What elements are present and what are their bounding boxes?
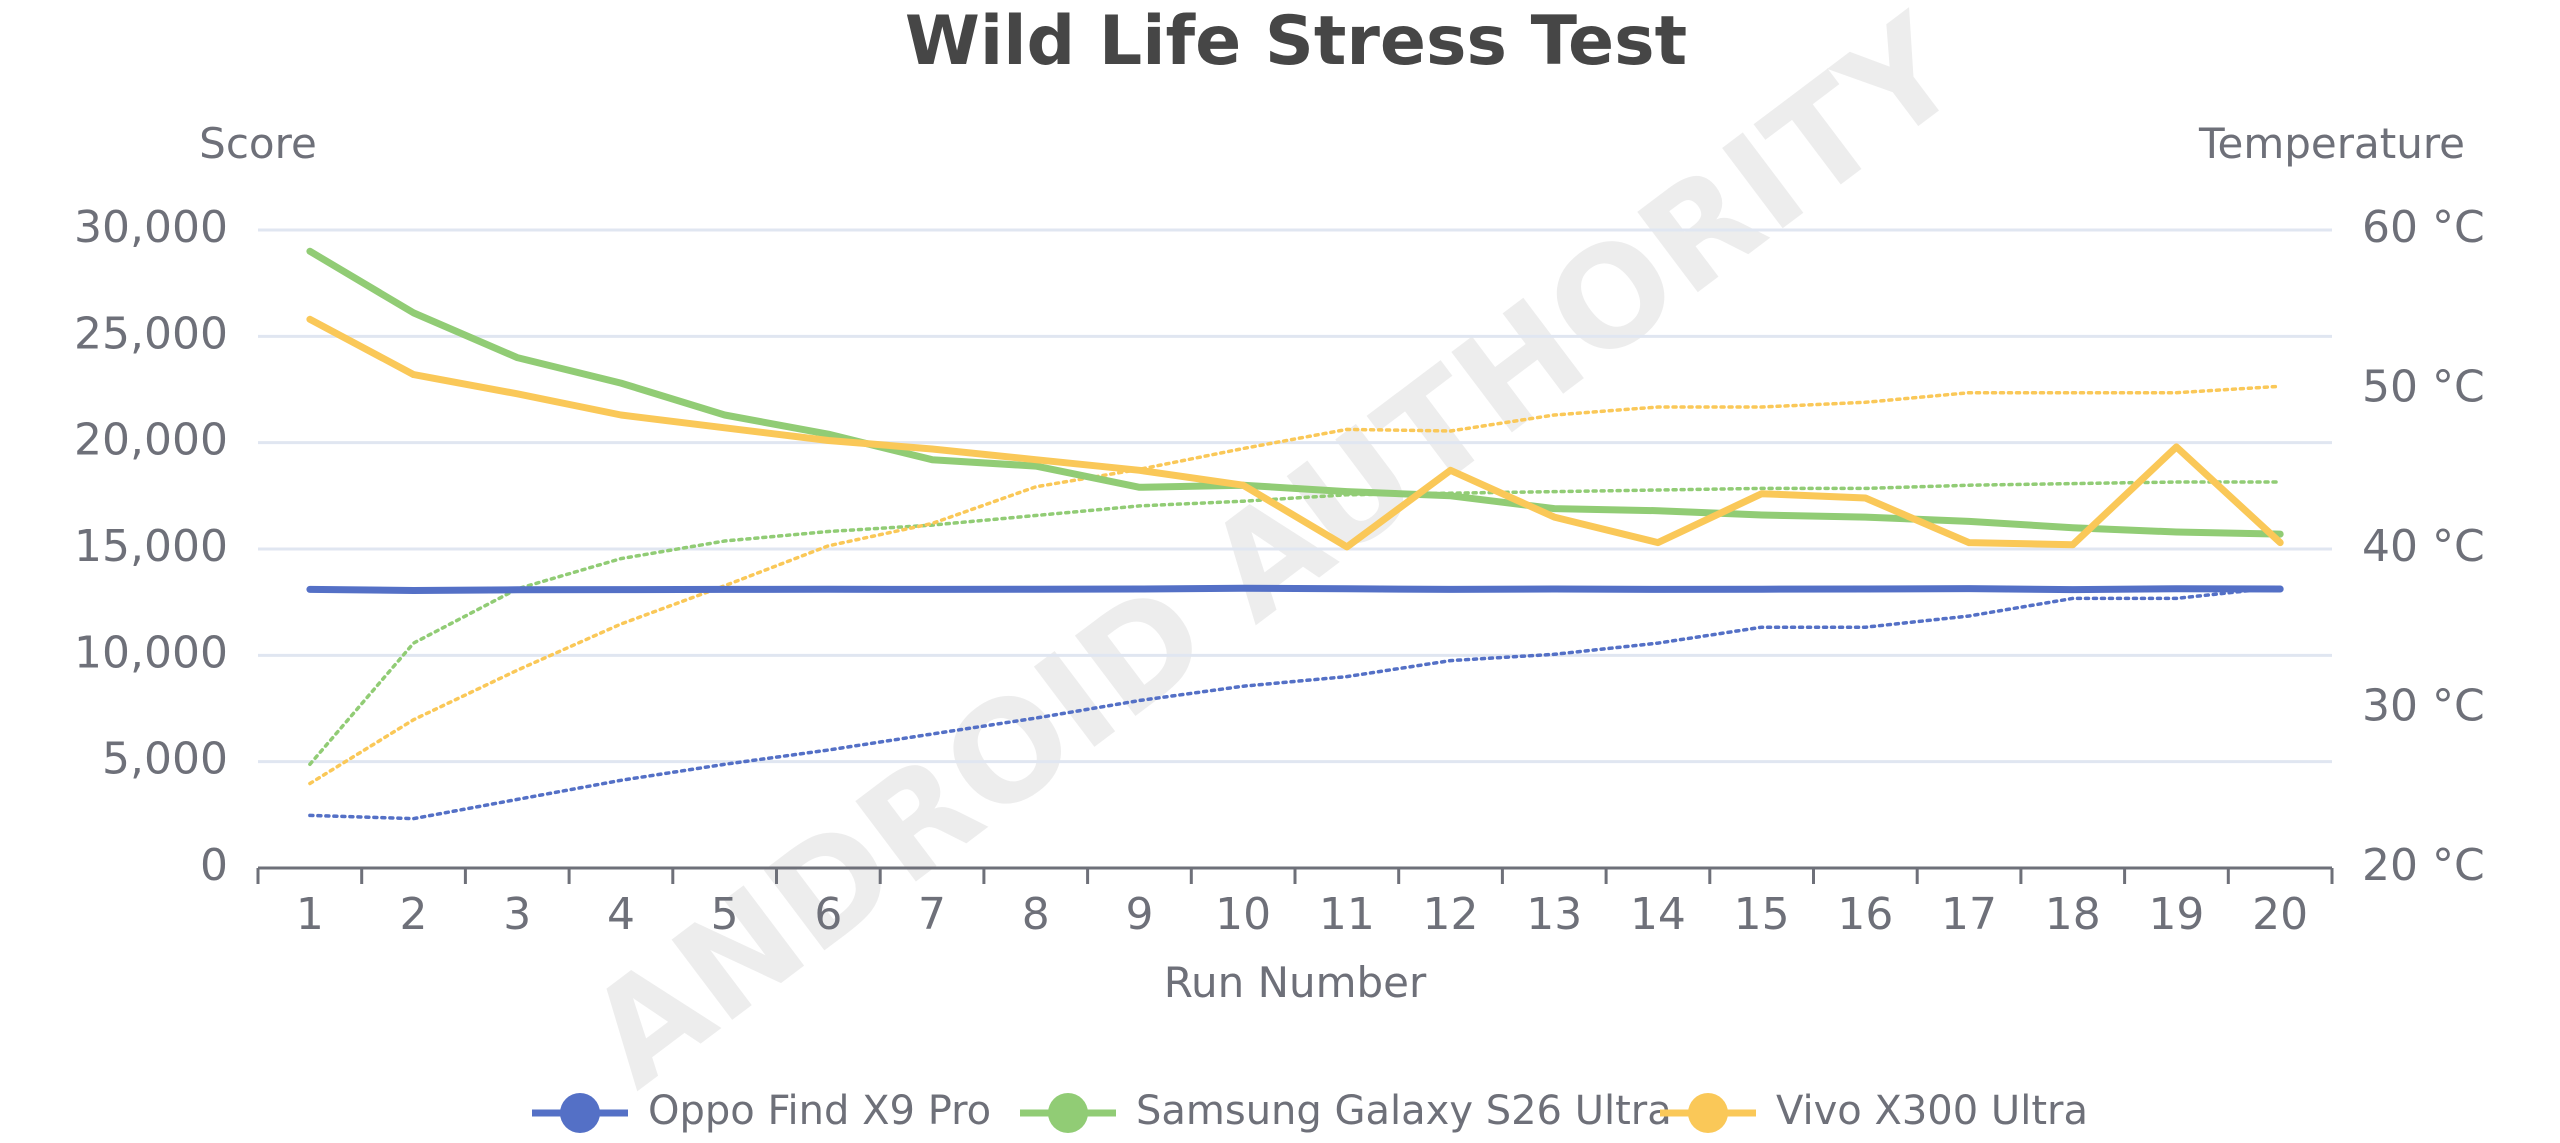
legend-label: Oppo Find X9 Pro — [648, 1088, 991, 1134]
x-tick-label: 3 — [503, 889, 531, 940]
x-tick-label: 1 — [296, 889, 324, 940]
legend-marker — [560, 1093, 600, 1133]
x-tick-label: 16 — [1837, 889, 1893, 940]
legend-item[interactable]: Vivo X300 Ultra — [1660, 1088, 2088, 1134]
y-tick-left-label: 15,000 — [74, 521, 228, 572]
x-tick-label: 9 — [1125, 889, 1153, 940]
watermark-text: ANDROID AUTHORITY — [560, 0, 1990, 1118]
series-temperature-line — [308, 480, 2282, 767]
y-axis-right-label: Temperature — [2198, 119, 2465, 168]
y-axis-left-label: Score — [199, 119, 317, 168]
x-tick-label: 6 — [814, 889, 842, 940]
x-tick-label: 14 — [1630, 889, 1686, 940]
chart-title: Wild Life Stress Test — [905, 2, 1687, 81]
x-tick-label: 17 — [1941, 889, 1997, 940]
series-temperature-line — [308, 585, 2282, 821]
legend-marker — [1688, 1093, 1728, 1133]
legend-label: Vivo X300 Ultra — [1776, 1088, 2088, 1134]
y-tick-right-label: 40 °C — [2362, 521, 2485, 572]
y-tick-left-label: 10,000 — [74, 627, 228, 678]
y-tick-right-label: 50 °C — [2362, 362, 2485, 413]
x-tick-label: 7 — [918, 889, 946, 940]
y-tick-right-label: 60 °C — [2362, 202, 2485, 253]
x-tick-label: 10 — [1215, 889, 1271, 940]
y-tick-right-label: 30 °C — [2362, 681, 2485, 732]
series-score-line — [306, 584, 2284, 594]
y-tick-left-label: 5,000 — [102, 734, 228, 785]
legend-item[interactable]: Oppo Find X9 Pro — [532, 1088, 991, 1134]
y-tick-right-label: 20 °C — [2362, 840, 2485, 891]
series-temperature-line — [308, 384, 2282, 786]
x-tick-label: 19 — [2148, 889, 2204, 940]
x-tick-label: 12 — [1423, 889, 1479, 940]
x-axis-label: Run Number — [1164, 958, 1427, 1007]
x-tick-label: 8 — [1022, 889, 1050, 940]
x-tick-label: 5 — [711, 889, 739, 940]
y-tick-left-label: 30,000 — [74, 202, 228, 253]
x-tick-label: 20 — [2252, 889, 2308, 940]
x-tick-label: 18 — [2045, 889, 2101, 940]
y-tick-left-label: 25,000 — [74, 308, 228, 359]
x-tick-label: 4 — [607, 889, 635, 940]
y-tick-left-label: 0 — [200, 840, 228, 891]
legend-label: Samsung Galaxy S26 Ultra — [1136, 1088, 1672, 1134]
x-tick-label: 15 — [1734, 889, 1790, 940]
series-score-line — [306, 247, 2284, 538]
y-tick-left-label: 20,000 — [74, 415, 228, 466]
x-tick-label: 13 — [1526, 889, 1582, 940]
series-score-line — [306, 315, 2284, 551]
legend-item[interactable]: Samsung Galaxy S26 Ultra — [1020, 1088, 1672, 1134]
x-tick-label: 11 — [1319, 889, 1375, 940]
legend-marker — [1048, 1093, 1088, 1133]
x-tick-label: 2 — [400, 889, 428, 940]
